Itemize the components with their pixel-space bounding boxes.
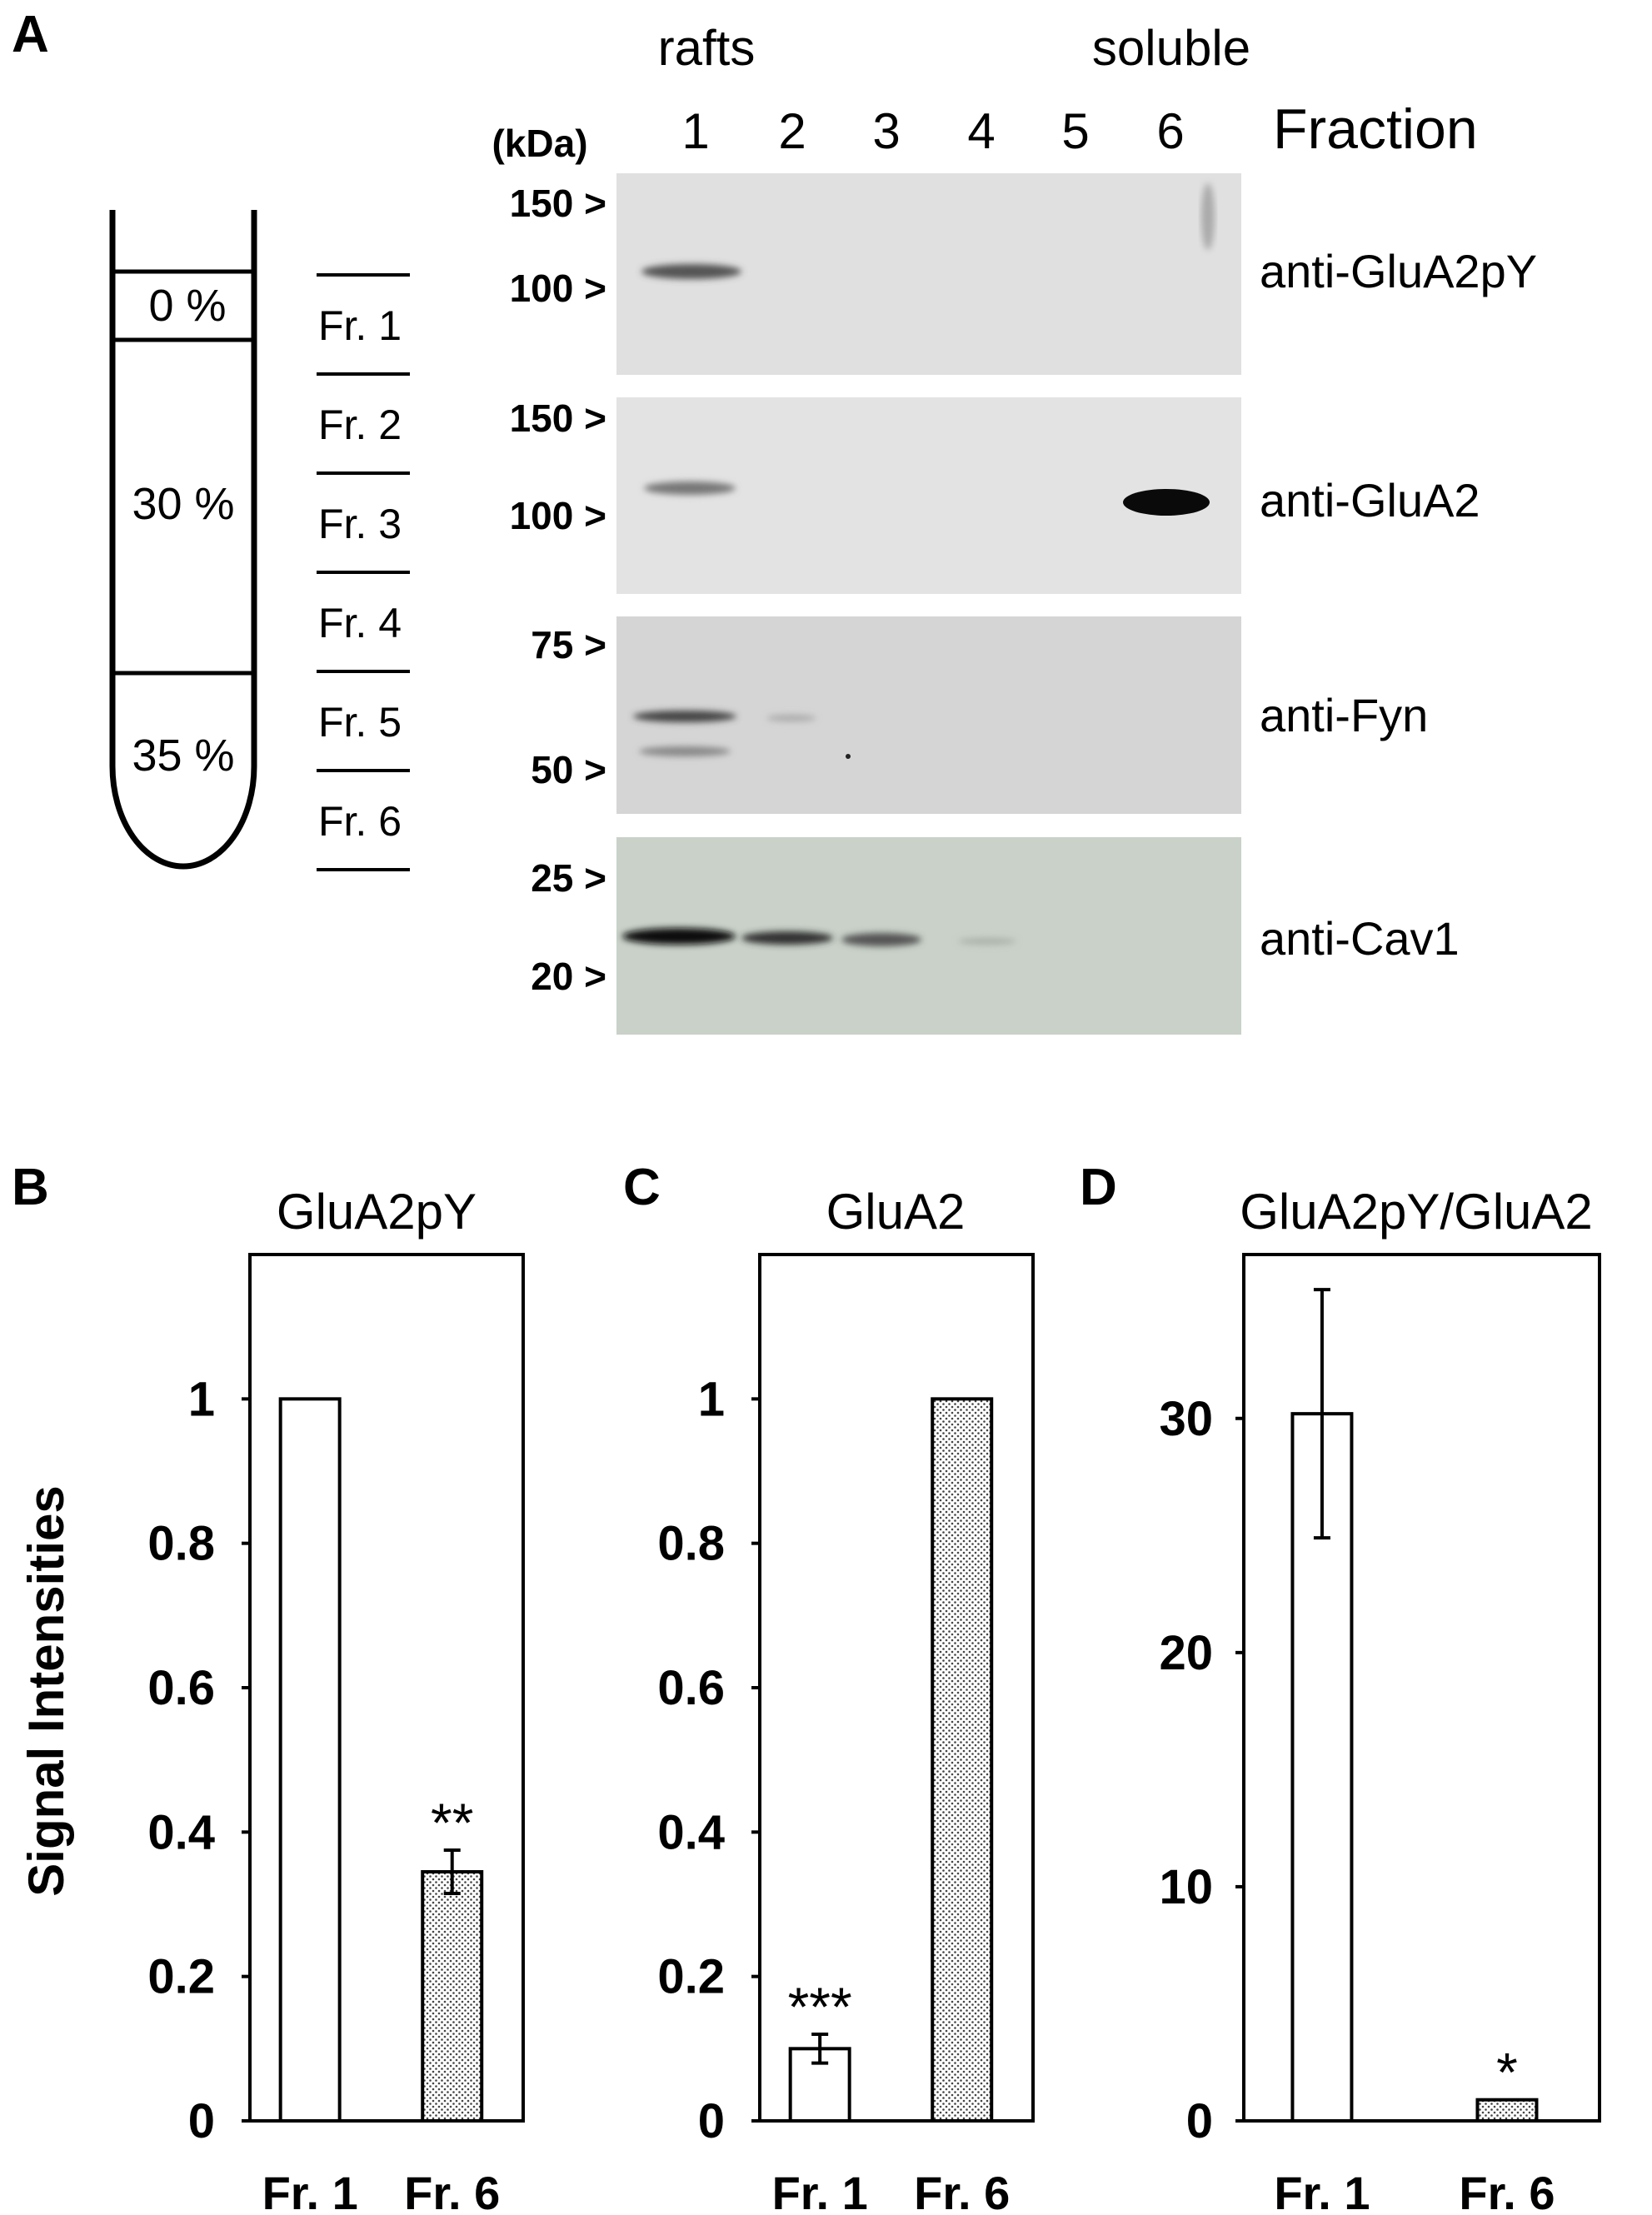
marker-gluA2pY-150: 150 > (510, 182, 606, 225)
lane-label-3: 3 (872, 103, 900, 159)
tube-layer-35: 35 % (132, 731, 234, 781)
blot-strip-cav1 (616, 837, 1241, 1035)
x-category-label: Fr. 6 (404, 2167, 500, 2215)
marker-gluA2pY-100: 100 > (510, 267, 606, 310)
blot-strip-gluA2pY (616, 173, 1241, 375)
y-tick-label: 30 (1159, 1392, 1213, 1446)
y-tick-label: 1 (188, 1372, 215, 1426)
chart-title: GluA2 (826, 1184, 966, 1240)
panel-label-c: C (623, 1159, 661, 1216)
gradient-tube: 0 % 30 % 35 % (109, 210, 257, 870)
significance-marker: ** (431, 1792, 473, 1853)
plot-frame (1242, 1253, 1601, 2123)
antibody-label-cav1: anti-Cav1 (1260, 912, 1460, 965)
marker-cav1-20: 20 > (531, 955, 606, 998)
fraction-label-1: Fr. 1 (318, 302, 402, 349)
y-tick-label: 10 (1159, 1860, 1213, 1914)
y-tick-label: 0.2 (147, 1950, 215, 2004)
bar (421, 1870, 484, 2123)
tube-layer-0: 0 % (148, 281, 226, 331)
fraction-label-4: Fr. 4 (318, 600, 402, 646)
fraction-label-2: Fr. 2 (318, 402, 402, 448)
lane-label-5: 5 (1061, 103, 1089, 159)
fraction-label-6: Fr. 6 (318, 798, 402, 845)
fraction-label-3: Fr. 3 (318, 501, 402, 547)
y-tick-label: 0.4 (657, 1805, 725, 1859)
bar (278, 1397, 342, 2123)
chart-gluA2pY: GluA2pY 0 0.2 0.4 0.6 0.8 1 Fr. 1 ** Fr. 6 (147, 1184, 525, 2215)
lane-label-2: 2 (778, 103, 806, 159)
panel-label-d: D (1080, 1159, 1117, 1216)
y-tick-label: 0.8 (657, 1517, 725, 1571)
marker-fyn-50: 50 > (531, 748, 606, 791)
x-category-label: Fr. 1 (772, 2167, 868, 2215)
chart-title: GluA2pY (277, 1184, 477, 1240)
marker-cav1-25: 25 > (531, 856, 606, 900)
tube-layer-30: 30 % (132, 479, 234, 529)
x-category-label: Fr. 6 (1459, 2167, 1555, 2215)
lane-label-1: 1 (681, 103, 709, 159)
antibody-label-gluA2: anti-GluA2 (1260, 474, 1480, 526)
significance-marker: * (1496, 2042, 1518, 2103)
marker-gluA2-100: 100 > (510, 494, 606, 537)
x-category-label: Fr. 1 (1274, 2167, 1370, 2215)
rafts-label: rafts (658, 20, 756, 76)
chart-ratio: GluA2pY/GluA2 0 10 20 30 Fr. 1 * Fr. 6 (1159, 1184, 1601, 2215)
kda-label: (kDa) (492, 122, 587, 165)
fraction-guide (317, 273, 410, 871)
soluble-label: soluble (1092, 20, 1250, 76)
chart-title: GluA2pY/GluA2 (1240, 1184, 1593, 1240)
y-tick-label: 0 (188, 2094, 215, 2148)
antibody-label-gluA2pY: anti-GluA2pY (1260, 245, 1537, 297)
y-axis-label: Signal Intensities (18, 1485, 74, 1896)
y-tick-label: 0.4 (147, 1805, 215, 1859)
fraction-header: Fraction (1273, 97, 1478, 161)
lane-label-4: 4 (967, 103, 995, 159)
chart-gluA2: GluA2 0 0.2 0.4 0.6 0.8 1 *** Fr. 1 Fr. 6 (657, 1184, 1035, 2215)
y-tick-label: 20 (1159, 1626, 1213, 1680)
blot-strip-gluA2 (616, 397, 1241, 594)
lane-label-6: 6 (1156, 103, 1184, 159)
bar (1475, 2098, 1539, 2123)
panel-label-a: A (12, 6, 49, 63)
blot-strip-fyn (616, 616, 1241, 814)
fraction-label-5: Fr. 5 (318, 699, 402, 746)
y-tick-label: 1 (698, 1372, 725, 1426)
bar (931, 1397, 994, 2123)
x-category-label: Fr. 6 (914, 2167, 1010, 2215)
y-tick-label: 0.6 (147, 1661, 215, 1715)
antibody-label-fyn: anti-Fyn (1260, 689, 1428, 741)
y-tick-label: 0 (1186, 2094, 1213, 2148)
marker-gluA2-150: 150 > (510, 397, 606, 440)
y-tick-label: 0.8 (147, 1517, 215, 1571)
y-tick-label: 0.6 (657, 1661, 725, 1715)
significance-marker: *** (788, 1976, 852, 2038)
y-tick-label: 0 (698, 2094, 725, 2148)
panel-label-b: B (12, 1159, 49, 1216)
x-category-label: Fr. 1 (262, 2167, 358, 2215)
marker-fyn-75: 75 > (531, 623, 606, 666)
y-tick-label: 0.2 (657, 1950, 725, 2004)
